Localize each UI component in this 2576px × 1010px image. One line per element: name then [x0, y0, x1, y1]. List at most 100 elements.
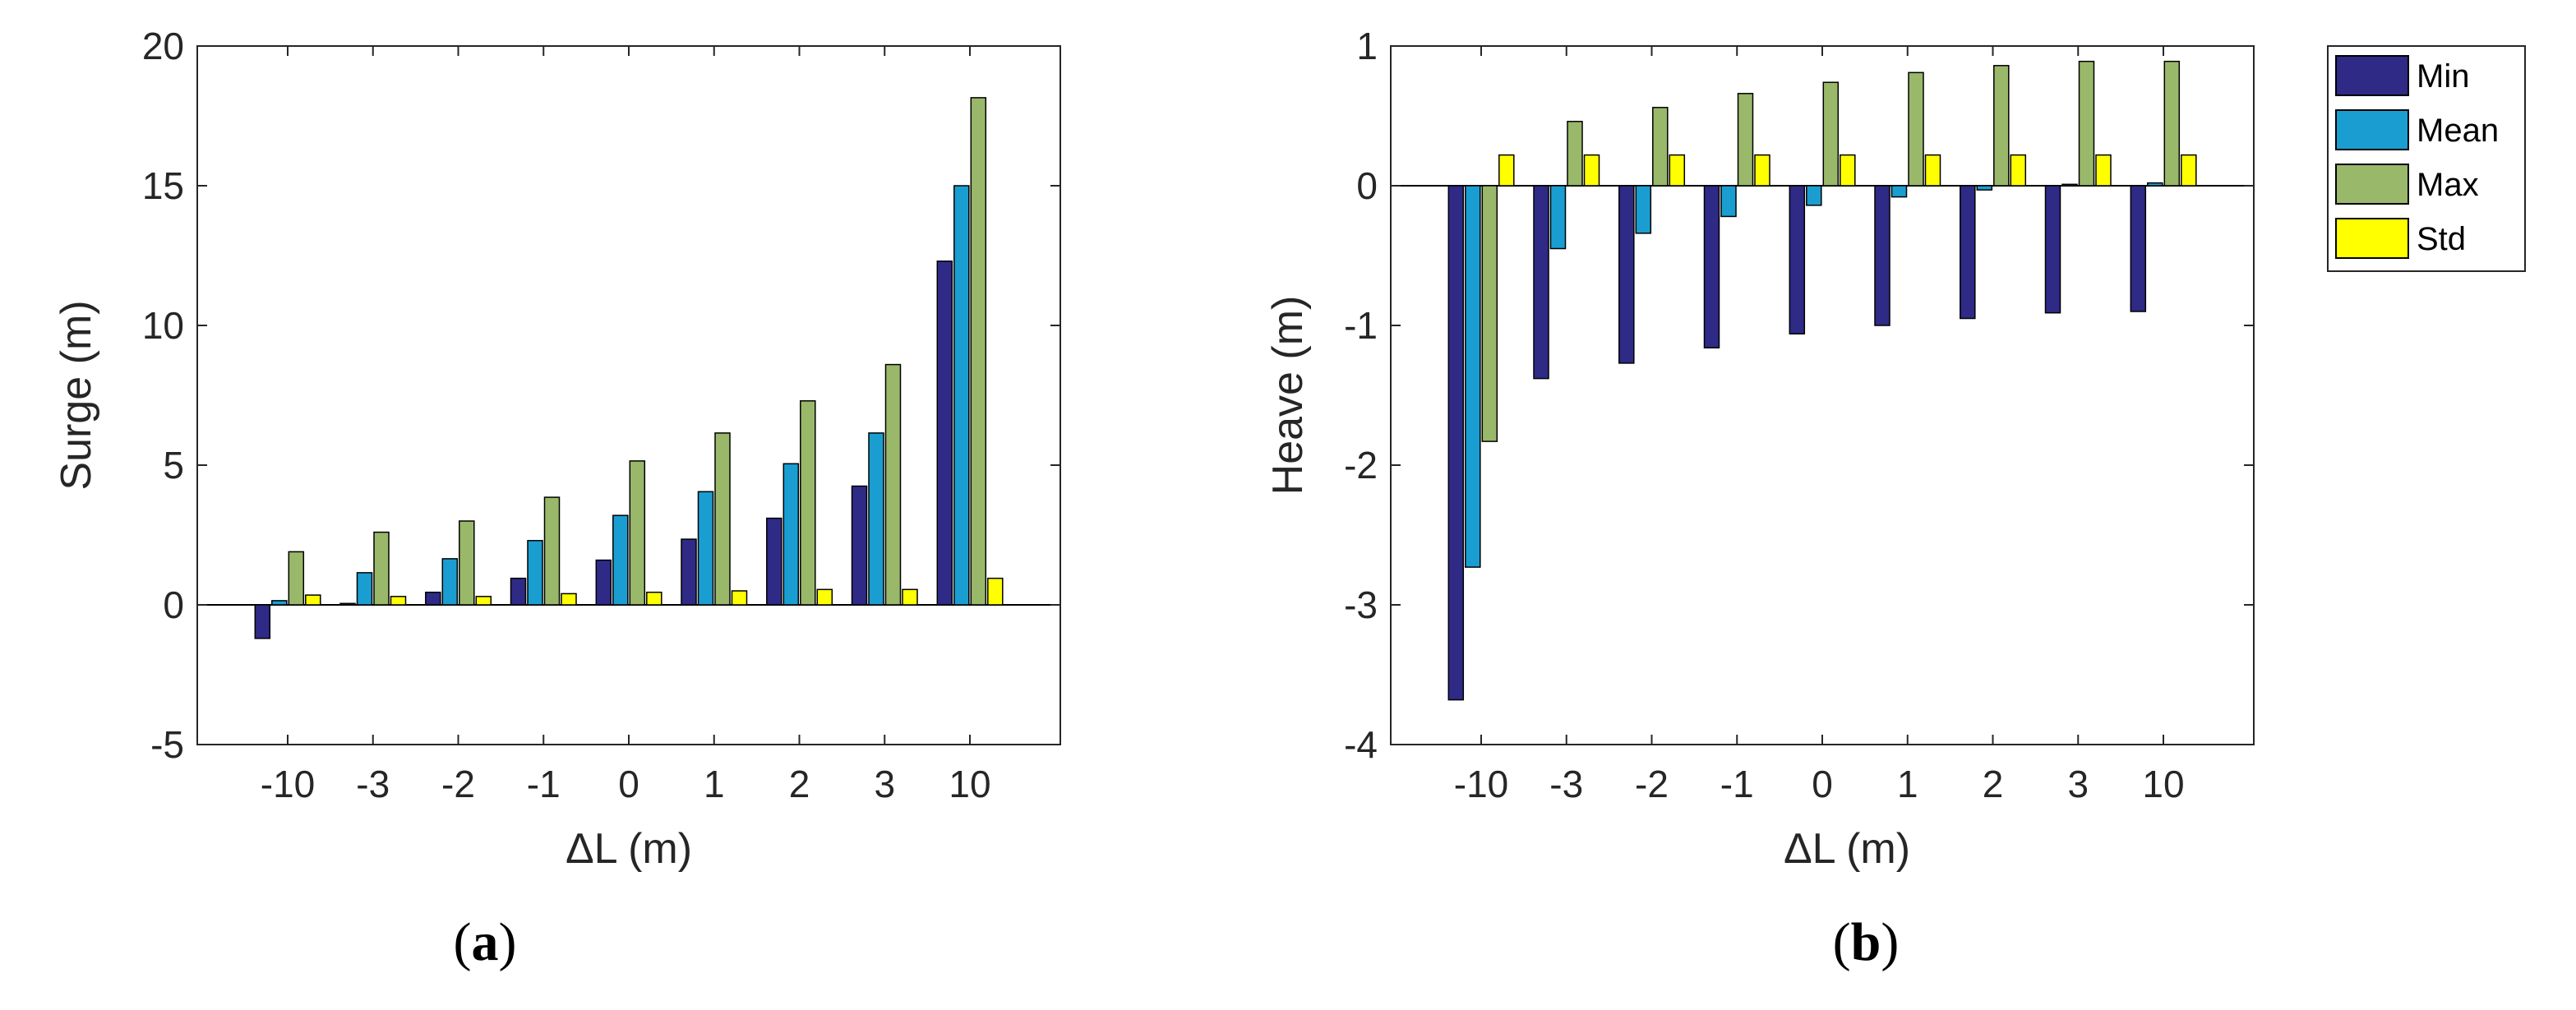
- y-axis-label-surge: Surge (m): [53, 300, 100, 490]
- bars-surge: [254, 97, 1004, 639]
- bar-std-10: [2181, 154, 2197, 187]
- caption-a-letter: a: [472, 912, 499, 972]
- legend-swatch-min: [2335, 55, 2409, 96]
- x-tick-label: 3: [874, 763, 895, 805]
- bar-mean--1: [1720, 185, 1737, 218]
- x-ticks-heave: -10 -3 -2 -1 0 1 2 3 10: [1454, 46, 2185, 805]
- chart-heave: -4-3-2-101 -10 -3 -2 -1 0 1 2 3 10 Heave (m) ΔL …: [1264, 25, 2526, 972]
- y-tick-label: -2: [1344, 444, 1378, 487]
- bar-max-2: [800, 400, 816, 606]
- bar-std--10: [1498, 154, 1515, 187]
- caption-a: (a): [454, 912, 517, 972]
- y-tick-label: 15: [142, 164, 184, 207]
- bar-std-3: [902, 588, 918, 606]
- bar-min--10: [1447, 185, 1465, 701]
- bar-max-10: [2163, 60, 2181, 187]
- bar-mean-1: [697, 491, 714, 606]
- y-tick-label: -1: [1344, 304, 1378, 347]
- bar-min-3: [2044, 185, 2061, 314]
- bar-max-3: [884, 363, 902, 606]
- legend-swatch-max: [2335, 164, 2409, 205]
- y-ticks-heave: -4 -3 -2 -1 0 1: [1344, 25, 2254, 766]
- legend-label-mean: Mean: [2417, 113, 2499, 149]
- bar-mean-10: [953, 185, 970, 606]
- bar-std-0: [646, 591, 662, 606]
- x-tick-label: 3: [2067, 763, 2089, 805]
- bar-max-10: [970, 97, 987, 606]
- bar-max-0: [629, 460, 646, 606]
- bar-mean--10: [1465, 185, 1481, 568]
- bar-max-1: [714, 432, 731, 606]
- caption-b-open: (: [1833, 912, 1851, 972]
- y-tick-label: -4: [1344, 723, 1378, 766]
- bar-max--1: [1737, 93, 1754, 187]
- bar-mean-2: [782, 463, 800, 606]
- bar-max--1: [543, 496, 561, 606]
- x-axis-label-surge: ΔL (m): [566, 825, 692, 873]
- x-tick-label: -10: [1454, 763, 1508, 805]
- bar-std--3: [1583, 154, 1600, 187]
- x-tick-label: 2: [1983, 763, 2004, 805]
- bar-mean-0: [612, 514, 629, 606]
- x-tick-label: -1: [527, 763, 561, 805]
- y-tick-label: -5: [150, 723, 184, 766]
- bar-mean-0: [1806, 185, 1822, 206]
- x-tick-label: 10: [2142, 763, 2184, 805]
- bar-max-1: [1908, 71, 1924, 187]
- y-tick-label: 10: [142, 304, 184, 347]
- bar-min-3: [851, 485, 868, 606]
- y-tick-label: 0: [1356, 164, 1378, 207]
- caption-b-letter: b: [1851, 912, 1881, 972]
- bar-min-2: [766, 517, 782, 606]
- bar-max--10: [1481, 185, 1498, 442]
- bar-mean-1: [1890, 185, 1908, 198]
- caption-b-close: ): [1881, 912, 1899, 972]
- bar-min-0: [595, 559, 612, 606]
- y-axis-label-heave: Heave (m): [1264, 296, 1312, 496]
- bar-std-1: [1924, 154, 1941, 187]
- bar-max-2: [1993, 65, 2010, 187]
- bar-std-0: [1840, 154, 1856, 187]
- bar-max--10: [288, 551, 305, 606]
- bar-max-0: [1822, 81, 1840, 187]
- bar-std-2: [2010, 154, 2027, 187]
- bar-std-2: [816, 588, 833, 606]
- bar-mean--2: [441, 558, 459, 606]
- bar-min-2: [1960, 185, 1976, 320]
- x-tick-label: 10: [949, 763, 990, 805]
- plot-frame: [1390, 45, 2255, 745]
- x-tick-label: -2: [1635, 763, 1669, 805]
- bar-mean-3: [2061, 183, 2078, 187]
- x-tick-label: -1: [1720, 763, 1754, 805]
- bar-mean-2: [1976, 185, 1993, 191]
- x-tick-label: 0: [1812, 763, 1833, 805]
- bar-mean--2: [1635, 185, 1652, 234]
- legend: Min Mean Max Std: [2327, 45, 2526, 272]
- bar-std--10: [305, 594, 321, 606]
- bar-std-3: [2095, 154, 2112, 187]
- y-tick-label: 1: [1356, 25, 1378, 67]
- y-tick-label: 5: [163, 444, 184, 487]
- x-tick-label: 1: [1897, 763, 1918, 805]
- bar-std--3: [390, 596, 407, 606]
- bar-std-10: [987, 577, 1004, 606]
- legend-swatch-mean: [2335, 109, 2409, 150]
- y-tick-label: 20: [142, 25, 184, 67]
- bar-std--2: [475, 596, 492, 606]
- bar-min-1: [681, 538, 697, 606]
- bar-max-3: [2078, 60, 2095, 187]
- y-ticks-surge: -5 0 5 10 15 20: [142, 25, 1060, 766]
- bar-mean-10: [2147, 182, 2163, 187]
- legend-swatch-std: [2335, 218, 2409, 259]
- x-tick-label: -10: [261, 763, 315, 805]
- bar-min-1: [1874, 185, 1890, 326]
- caption-b: (b): [1833, 912, 1900, 972]
- bar-max--2: [1652, 107, 1669, 187]
- bar-min--3: [1533, 185, 1549, 380]
- x-tick-label: -2: [441, 763, 475, 805]
- bar-mean--3: [356, 572, 373, 606]
- bar-min--2: [1618, 185, 1635, 364]
- bar-min-10: [936, 261, 953, 606]
- y-tick-label: 0: [163, 583, 184, 626]
